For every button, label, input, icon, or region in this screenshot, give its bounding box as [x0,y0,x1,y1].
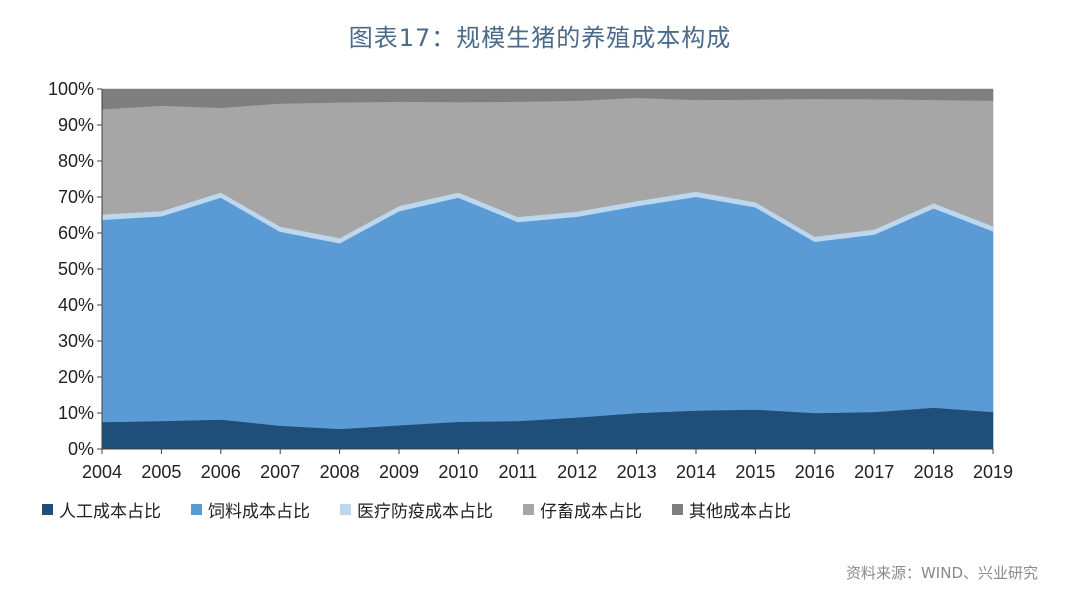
legend-label: 人工成本占比 [59,502,161,522]
y-tick-label: 80% [58,151,94,171]
legend-swatch [42,504,53,515]
x-tick-label: 2005 [141,462,181,482]
y-tick-label: 60% [58,223,94,243]
legend-item-2: 饲料成本占比 [191,497,310,522]
legend-item-5: 其他成本占比 [672,497,791,522]
legend: 人工成本占比 饲料成本占比 医疗防疫成本占比 仔畜成本占比 其他成本占比 [42,497,821,522]
y-tick-label: 0% [68,439,94,459]
legend-label: 其他成本占比 [689,502,791,522]
legend-swatch [523,504,534,515]
x-tick-label: 2008 [320,462,360,482]
legend-label: 医疗防疫成本占比 [357,502,493,522]
legend-item-1: 人工成本占比 [42,497,161,522]
x-tick-label: 2013 [617,462,657,482]
y-tick-label: 10% [58,403,94,423]
areas-layer [101,88,994,450]
chart-title: 图表17：规模生猪的养殖成本构成 [348,24,732,52]
legend-swatch [191,504,202,515]
legend-item-3: 医疗防疫成本占比 [340,497,493,522]
y-tick-labels: 0% 10% 20% 30% 40% 50% 60% 70% 80% 90% 100% [48,79,94,459]
x-tick-label: 2017 [854,462,894,482]
y-tick-label: 70% [58,187,94,207]
y-tick-label: 90% [58,115,94,135]
area-series-5 [101,88,994,110]
x-tick-label: 2004 [82,462,122,482]
legend-swatch [672,504,683,515]
x-tick-label: 2010 [438,462,478,482]
x-tick-label: 2009 [379,462,419,482]
y-tick-label: 40% [58,295,94,315]
x-tick-labels: 2004 2005 2006 2007 2008 2009 2010 2011 2012 2013… [82,462,1013,482]
x-tick-label: 2015 [735,462,775,482]
legend-item-4: 仔畜成本占比 [523,497,642,522]
legend-swatch [340,504,351,515]
x-tick-label: 2011 [498,462,537,482]
x-tick-label: 2007 [260,462,300,482]
x-tick-label: 2018 [914,462,954,482]
x-tick-label: 2016 [795,462,835,482]
x-tick-label: 2019 [973,462,1013,482]
x-tick-label: 2006 [201,462,241,482]
legend-label: 仔畜成本占比 [540,502,642,522]
x-tick-label: 2014 [676,462,716,482]
y-tick-label: 30% [58,331,94,351]
source-note: 资料来源：WIND、兴业研究 [845,564,1038,582]
y-tick-label: 20% [58,367,94,387]
y-tick-label: 100% [48,79,94,99]
legend-label: 饲料成本占比 [208,502,310,522]
x-tick-label: 2012 [557,462,597,482]
y-tick-label: 50% [58,259,94,279]
axis-layer [97,88,994,454]
